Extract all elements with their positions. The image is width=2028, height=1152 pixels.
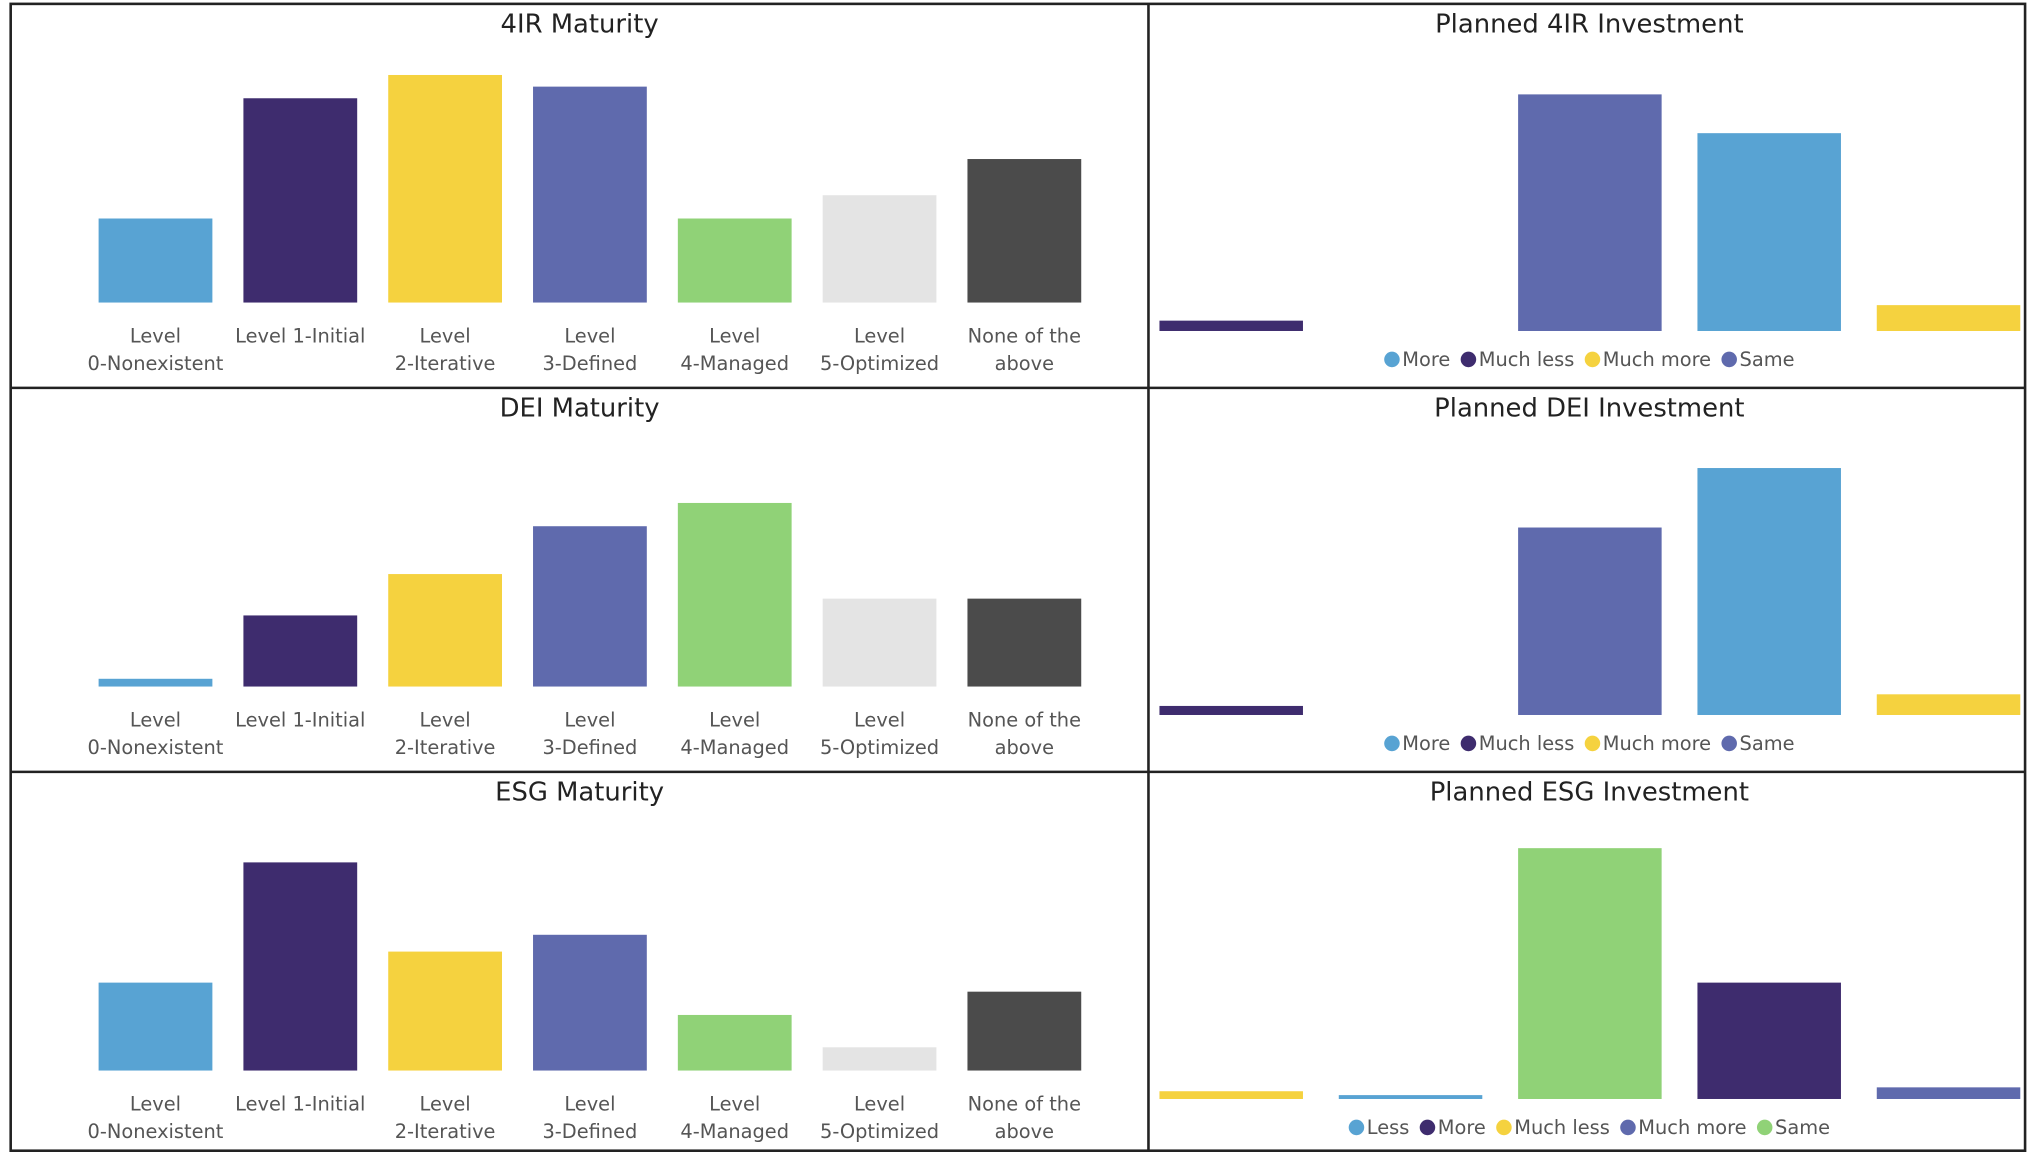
legend-swatch	[1460, 351, 1477, 368]
legend-swatch	[1584, 735, 1601, 752]
legend-swatch	[1384, 351, 1400, 368]
legend: More Much less Much more Same	[1384, 732, 1795, 755]
bar	[98, 678, 213, 687]
x-tick-label: Level 0-Nonexistent	[88, 1093, 224, 1143]
bar	[1697, 133, 1841, 331]
legend-label: More	[1438, 1116, 1486, 1139]
bar	[1518, 848, 1662, 1099]
legend-label: Much less	[1479, 348, 1575, 371]
x-tick-label: Level 2-Iterative	[395, 709, 496, 759]
x-tick-label: Level 3-Defined	[542, 1093, 637, 1143]
bar	[967, 598, 1082, 687]
legend: Less More Much less Much more Same	[1348, 1116, 1830, 1139]
bar	[1159, 705, 1303, 715]
legend-label: More	[1402, 348, 1450, 371]
legend: More Much less Much more Same	[1384, 348, 1795, 371]
bar	[98, 982, 213, 1071]
bar	[1159, 1091, 1303, 1099]
bar	[677, 502, 792, 687]
bar	[243, 98, 358, 303]
legend-swatch	[1348, 1119, 1365, 1136]
bar	[1159, 320, 1303, 331]
panel-borders	[9, 2, 2027, 1152]
bar	[1518, 527, 1662, 715]
bar	[243, 862, 358, 1071]
bar	[388, 74, 502, 303]
bar	[677, 1014, 792, 1071]
legend-label: Much less	[1479, 732, 1575, 755]
x-tick-label: Level 1-Initial	[235, 1093, 365, 1116]
x-tick-label: Level 5-Optimized	[820, 709, 939, 759]
bar	[533, 934, 647, 1071]
legend-label: Much less	[1514, 1116, 1610, 1139]
chart-title: Planned DEI Investment	[1434, 393, 1744, 423]
x-tick-label: Level 4-Managed	[680, 709, 789, 759]
chart-title: Planned 4IR Investment	[1435, 9, 1744, 39]
bar	[1876, 1087, 2021, 1099]
bar	[388, 951, 502, 1071]
x-tick-label: None of the above	[968, 325, 1081, 375]
chart-title: ESG Maturity	[495, 777, 664, 807]
legend-label: Much more	[1603, 732, 1711, 755]
x-tick-label: Level 1-Initial	[235, 709, 365, 732]
legend-label: Much more	[1638, 1116, 1746, 1139]
legend-swatch	[1620, 1119, 1636, 1136]
bar	[822, 598, 937, 687]
legend-swatch	[1384, 735, 1400, 752]
bar	[98, 218, 213, 303]
legend-label: Much more	[1603, 348, 1711, 371]
bar	[677, 218, 792, 303]
legend-swatch	[1756, 1119, 1773, 1136]
legend-label: Same	[1740, 348, 1795, 371]
legend-swatch	[1721, 735, 1737, 752]
bar	[533, 86, 647, 303]
bar	[967, 159, 1082, 303]
bar	[1697, 982, 1841, 1099]
legend-swatch	[1460, 735, 1477, 752]
legend-swatch	[1584, 351, 1601, 368]
legend-label: Less	[1367, 1116, 1410, 1139]
x-tick-label: None of the above	[968, 1093, 1081, 1143]
legend-label: Same	[1740, 732, 1795, 755]
legend-label: Same	[1775, 1116, 1830, 1139]
legend-swatch	[1496, 1119, 1512, 1136]
bar	[1697, 468, 1841, 715]
x-tick-label: Level 1-Initial	[235, 325, 365, 348]
bar	[1876, 694, 2021, 715]
bar	[1338, 1095, 1483, 1099]
x-tick-label: Level 5-Optimized	[820, 325, 939, 375]
bar	[822, 1047, 937, 1071]
x-tick-label: Level 5-Optimized	[820, 1093, 939, 1143]
chart-title: 4IR Maturity	[501, 9, 659, 39]
bar	[1518, 94, 1662, 331]
x-tick-label: None of the above	[968, 709, 1081, 759]
bar	[388, 574, 502, 687]
bar	[533, 526, 647, 687]
bar	[1876, 305, 2021, 331]
legend-label: More	[1402, 732, 1450, 755]
x-tick-label: Level 3-Defined	[542, 325, 637, 375]
x-tick-label: Level 4-Managed	[680, 1093, 789, 1143]
x-tick-label: Level 3-Defined	[542, 709, 637, 759]
bar	[967, 991, 1082, 1071]
x-tick-label: Level 0-Nonexistent	[88, 325, 224, 375]
bar	[243, 615, 358, 687]
chart-title: Planned ESG Investment	[1430, 777, 1749, 807]
x-tick-label: Level 0-Nonexistent	[88, 709, 224, 759]
x-tick-label: Level 4-Managed	[680, 325, 789, 375]
legend-swatch	[1721, 351, 1737, 368]
bar	[822, 195, 937, 303]
chart-title: DEI Maturity	[500, 393, 660, 423]
x-tick-label: Level 2-Iterative	[395, 325, 496, 375]
legend-swatch	[1419, 1119, 1436, 1136]
x-tick-label: Level 2-Iterative	[395, 1093, 496, 1143]
